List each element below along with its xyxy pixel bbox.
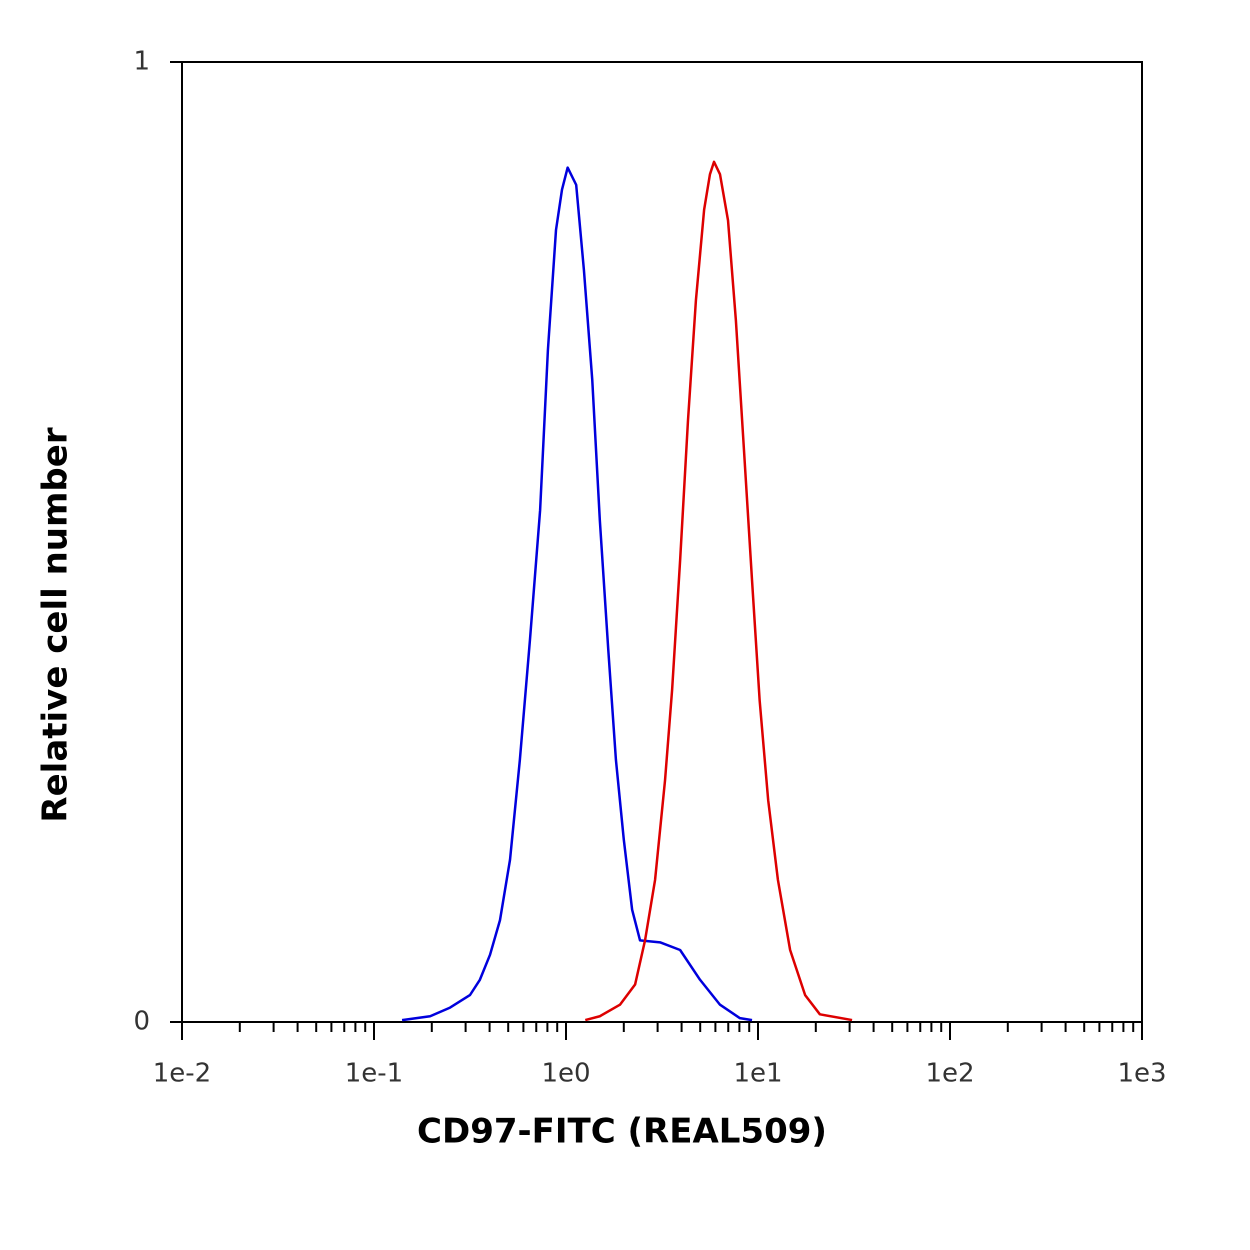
y-axis-title: Relative cell number — [36, 427, 76, 822]
x-tick-label: 1e-1 — [345, 1059, 403, 1089]
y-tick-label: 1 — [133, 47, 150, 77]
histogram-line — [401, 166, 753, 1022]
x-tick-label: 1e2 — [925, 1059, 974, 1089]
x-tick-label: 1e1 — [733, 1059, 782, 1089]
x-tick-label: 1e-2 — [153, 1059, 211, 1089]
x-tick-label: 1e0 — [541, 1059, 590, 1089]
x-tick-label: 1e3 — [1117, 1059, 1166, 1089]
histogram-line — [584, 160, 853, 1022]
y-tick-label: 0 — [133, 1007, 150, 1037]
plot-frame — [181, 61, 1143, 1023]
x-axis-title: CD97-FITC (REAL509) — [417, 1112, 827, 1152]
